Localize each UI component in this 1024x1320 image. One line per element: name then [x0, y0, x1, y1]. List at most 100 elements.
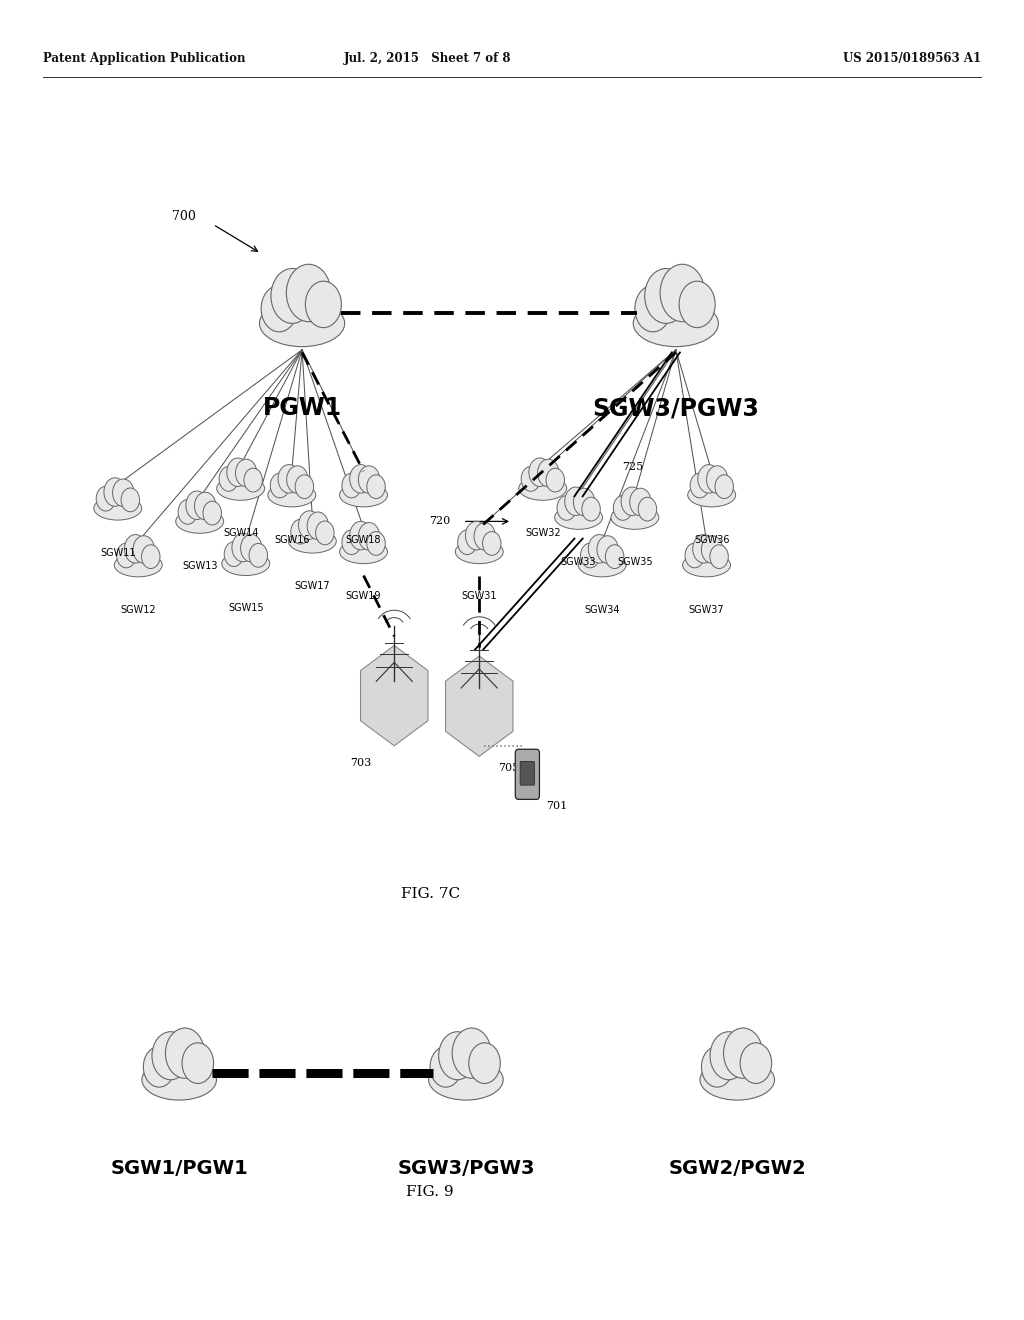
Ellipse shape — [222, 552, 269, 576]
Text: SGW34: SGW34 — [585, 605, 620, 615]
Circle shape — [697, 465, 720, 494]
Circle shape — [113, 479, 134, 507]
Circle shape — [701, 536, 723, 564]
Circle shape — [226, 458, 249, 487]
Ellipse shape — [340, 483, 387, 507]
Text: 705: 705 — [498, 763, 519, 774]
Text: 725: 725 — [623, 462, 644, 473]
Circle shape — [236, 459, 257, 487]
Circle shape — [182, 1043, 214, 1084]
Circle shape — [342, 473, 361, 498]
Circle shape — [458, 529, 477, 554]
Ellipse shape — [340, 540, 387, 564]
Circle shape — [299, 511, 321, 540]
Circle shape — [315, 521, 334, 545]
Ellipse shape — [259, 300, 345, 347]
Circle shape — [438, 1032, 476, 1080]
Ellipse shape — [217, 477, 264, 500]
Circle shape — [287, 264, 331, 322]
Ellipse shape — [688, 483, 735, 507]
Circle shape — [358, 466, 380, 494]
Circle shape — [152, 1032, 189, 1080]
Circle shape — [121, 488, 139, 512]
Text: 701: 701 — [546, 801, 567, 812]
Text: SGW37: SGW37 — [689, 605, 724, 615]
Text: SGW3/PGW3: SGW3/PGW3 — [593, 396, 759, 420]
Text: FIG. 9: FIG. 9 — [407, 1185, 454, 1200]
Ellipse shape — [456, 540, 503, 564]
Circle shape — [710, 545, 728, 569]
Text: SGW1/PGW1: SGW1/PGW1 — [111, 1159, 248, 1177]
Circle shape — [430, 1047, 462, 1088]
Circle shape — [271, 268, 313, 323]
Circle shape — [474, 523, 496, 550]
Circle shape — [630, 488, 651, 516]
Circle shape — [350, 521, 372, 550]
Ellipse shape — [579, 553, 626, 577]
Text: 700: 700 — [172, 210, 196, 223]
Ellipse shape — [555, 506, 602, 529]
Circle shape — [588, 535, 610, 564]
Circle shape — [528, 458, 551, 487]
Text: SGW33: SGW33 — [561, 557, 596, 568]
Circle shape — [270, 473, 290, 498]
Ellipse shape — [289, 529, 336, 553]
Text: SGW36: SGW36 — [694, 535, 729, 545]
Circle shape — [581, 543, 600, 568]
Circle shape — [231, 533, 254, 562]
Ellipse shape — [115, 553, 162, 577]
Circle shape — [707, 466, 728, 494]
Circle shape — [710, 1032, 748, 1080]
Polygon shape — [360, 645, 428, 746]
Circle shape — [166, 1028, 205, 1078]
Ellipse shape — [429, 1060, 503, 1100]
Circle shape — [125, 535, 146, 564]
Ellipse shape — [268, 483, 315, 507]
Circle shape — [621, 487, 643, 516]
Text: Jul. 2, 2015   Sheet 7 of 8: Jul. 2, 2015 Sheet 7 of 8 — [344, 51, 512, 65]
FancyBboxPatch shape — [520, 762, 535, 785]
Circle shape — [117, 543, 136, 568]
Circle shape — [679, 281, 715, 327]
Circle shape — [582, 498, 600, 521]
Circle shape — [605, 545, 624, 569]
Circle shape — [724, 1028, 763, 1078]
Circle shape — [521, 466, 541, 491]
Circle shape — [186, 491, 208, 520]
Circle shape — [635, 285, 671, 331]
Text: PGW1: PGW1 — [262, 396, 342, 420]
Circle shape — [203, 502, 221, 525]
Text: SGW18: SGW18 — [346, 535, 381, 545]
Circle shape — [307, 512, 329, 540]
Circle shape — [701, 1047, 733, 1088]
Circle shape — [244, 469, 262, 492]
Text: SGW3/PGW3: SGW3/PGW3 — [397, 1159, 535, 1177]
Text: SGW35: SGW35 — [617, 557, 652, 568]
Circle shape — [638, 498, 656, 521]
Circle shape — [469, 1043, 501, 1084]
Text: SGW32: SGW32 — [525, 528, 560, 539]
Circle shape — [482, 532, 501, 556]
Circle shape — [367, 475, 385, 499]
Text: SGW17: SGW17 — [295, 581, 330, 591]
Circle shape — [96, 486, 116, 511]
Circle shape — [557, 495, 577, 520]
Circle shape — [342, 529, 361, 554]
Circle shape — [685, 543, 705, 568]
Text: 703: 703 — [350, 758, 372, 768]
Circle shape — [538, 459, 559, 487]
Circle shape — [104, 478, 126, 507]
Circle shape — [466, 521, 487, 550]
Text: Patent Application Publication: Patent Application Publication — [43, 51, 246, 65]
Ellipse shape — [700, 1060, 774, 1100]
Text: SGW13: SGW13 — [182, 561, 217, 572]
Circle shape — [133, 536, 155, 564]
Text: SGW19: SGW19 — [346, 591, 381, 602]
Text: SGW12: SGW12 — [121, 605, 156, 615]
Ellipse shape — [611, 506, 658, 529]
Circle shape — [573, 488, 595, 516]
Circle shape — [143, 1047, 175, 1088]
Circle shape — [279, 465, 300, 494]
Circle shape — [241, 535, 262, 562]
Circle shape — [295, 475, 313, 499]
